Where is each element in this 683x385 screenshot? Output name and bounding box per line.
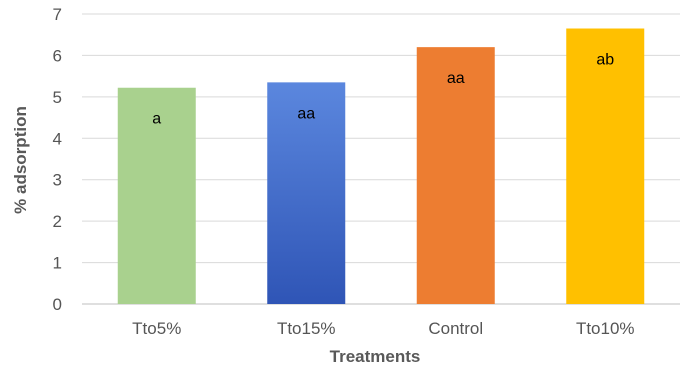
x-axis-title: Treatments [330,347,421,366]
y-tick-label: 2 [53,212,62,231]
x-tick-label: Tto10% [576,319,635,338]
bar-tto5 [117,87,196,304]
y-tick-label: 1 [53,254,62,273]
x-tick-label: Tto5% [132,319,181,338]
y-tick-label: 7 [53,5,62,24]
x-axis-ticks: Tto5% Tto15% Control Tto10% [132,319,634,338]
bar-control [416,47,495,305]
y-tick-label: 0 [53,295,62,314]
y-tick-label: 4 [53,129,62,148]
y-tick-label: 3 [53,171,62,190]
bar-tto10 [566,28,645,304]
data-label: ab [596,52,614,69]
data-label: aa [447,70,465,87]
x-tick-label: Control [428,319,483,338]
y-tick-label: 5 [53,88,62,107]
y-axis-ticks: 0 1 2 3 4 5 6 7 [53,5,62,314]
x-tick-label: Tto15% [277,319,336,338]
bars [117,28,645,305]
bar-tto15 [267,82,346,304]
y-tick-label: 6 [53,46,62,65]
data-label: aa [297,105,315,122]
data-label: a [152,111,161,128]
y-axis-title: % adsorption [11,106,30,214]
